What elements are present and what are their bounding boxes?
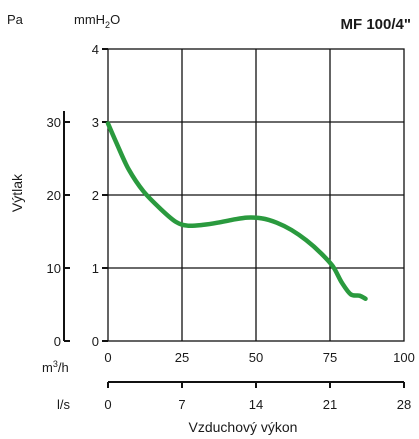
pa-tick-label: 30 <box>47 115 61 130</box>
ls-tick-label: 21 <box>323 397 337 412</box>
mmh2o-tick-label: 4 <box>92 42 99 57</box>
pa-tick-label: 0 <box>54 334 61 349</box>
pa-tick-label: 10 <box>47 261 61 276</box>
pa-tick-label: 20 <box>47 188 61 203</box>
m3h-tick-label: 25 <box>175 350 189 365</box>
ls-tick-label: 14 <box>249 397 263 412</box>
mmh2o-tick-label: 1 <box>92 261 99 276</box>
x-axis-label: Vzduchový výkon <box>189 419 298 435</box>
mmh2o-tick-label: 0 <box>92 334 99 349</box>
m3h-tick-label: 0 <box>104 350 111 365</box>
ls-tick-label: 28 <box>397 397 411 412</box>
mmh2o-tick-label: 3 <box>92 115 99 130</box>
chart-title: MF 100/4" <box>341 16 411 33</box>
ls-unit-label: l/s <box>57 397 71 412</box>
m3h-tick-label: 75 <box>323 350 337 365</box>
ls-tick-label: 0 <box>104 397 111 412</box>
y-axis-label: Výtlak <box>9 173 25 212</box>
m3h-tick-label: 50 <box>249 350 263 365</box>
mmh2o-unit-label: mmH2O <box>74 12 120 30</box>
performance-curve <box>105 121 368 301</box>
mmh2o-tick-label: 2 <box>92 188 99 203</box>
m3h-unit-label: m3/h <box>42 359 69 375</box>
pa-unit-label: Pa <box>7 12 24 27</box>
ls-tick-label: 7 <box>178 397 185 412</box>
m3h-tick-label: 100 <box>393 350 415 365</box>
